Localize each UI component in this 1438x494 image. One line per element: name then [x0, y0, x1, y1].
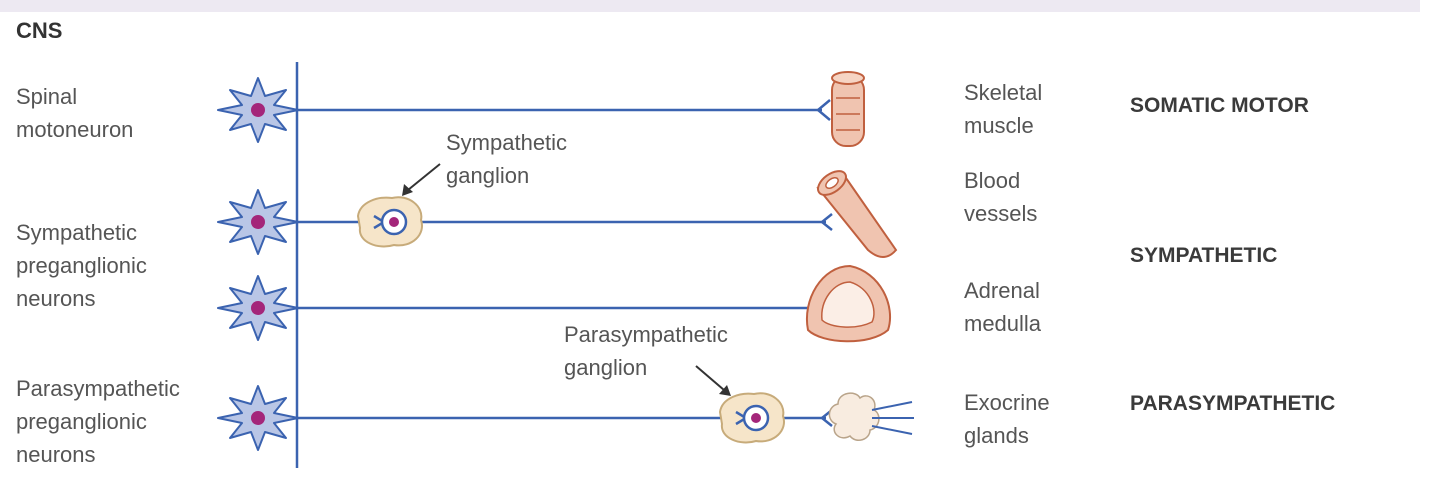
parasympathetic-neurons-label: Parasympathetic preganglionic neurons: [16, 372, 180, 471]
exocrine-terminal: [819, 409, 833, 427]
somatic-motor-category: SOMATIC MOTOR: [1130, 94, 1309, 117]
parasympathetic-category: PARASYMPATHETIC: [1130, 392, 1336, 415]
label-line: neurons: [16, 286, 96, 311]
cns-label: CNS: [16, 18, 63, 43]
label-line: Parasympathetic: [16, 376, 180, 401]
skeletal-muscle-label: Skeletal muscle: [964, 76, 1042, 142]
sympathetic-neuron-icon: [217, 189, 299, 255]
label-line: neurons: [16, 442, 96, 467]
exocrine-glands-label: Exocrine glands: [964, 386, 1050, 452]
parasympathetic-neuron-icon: [217, 385, 299, 451]
skeletal-muscle-icon: [831, 71, 865, 147]
label-line: vessels: [964, 201, 1038, 226]
label-line: motoneuron: [16, 117, 134, 142]
label-line: ganglion: [564, 355, 648, 380]
adrenal-sympathetic-neuron-icon: [217, 275, 299, 341]
somatic-terminal: [816, 99, 831, 121]
label-line: preganglionic: [16, 409, 147, 434]
label-line: Exocrine: [964, 390, 1050, 415]
spinal-motoneuron-icon: [217, 77, 299, 143]
sympathetic-ganglion-label: Sympathetic ganglion: [446, 126, 567, 192]
parasympathetic-ganglion-label: Parasympathetic ganglion: [564, 318, 728, 384]
parasympathetic-ganglion-icon: [718, 391, 786, 444]
label-line: preganglionic: [16, 253, 147, 278]
label-line: Adrenal: [964, 278, 1040, 303]
label-line: glands: [964, 423, 1029, 448]
blood-vessels-label: Blood vessels: [964, 164, 1037, 230]
sympathetic-category: SYMPATHETIC: [1130, 244, 1278, 267]
blood-vessel-icon: [816, 170, 898, 258]
sympathetic-ganglion-icon: [356, 195, 424, 248]
top-strip: [0, 0, 1420, 12]
label-line: Sympathetic: [16, 220, 138, 245]
blood-vessel-terminal: [819, 213, 833, 231]
label-line: Spinal: [16, 84, 78, 109]
spinal-motoneuron-label: Spinal motoneuron: [16, 80, 133, 146]
sympathetic-ganglion-arrow: [402, 163, 441, 196]
label-line: Parasympathetic: [564, 322, 728, 347]
label-line: medulla: [964, 311, 1042, 336]
label-line: Skeletal: [964, 80, 1043, 105]
sympathetic-neurons-label: Sympathetic preganglionic neurons: [16, 216, 147, 315]
label-line: Blood: [964, 168, 1021, 193]
exocrine-gland-icon: [828, 392, 914, 441]
label-line: muscle: [964, 113, 1034, 138]
adrenal-medulla-label: Adrenal medulla: [964, 274, 1041, 340]
label-line: ganglion: [446, 163, 530, 188]
parasympathetic-ganglion-arrow: [695, 365, 731, 396]
adrenal-medulla-icon: [805, 264, 891, 343]
label-line: Sympathetic: [446, 130, 568, 155]
